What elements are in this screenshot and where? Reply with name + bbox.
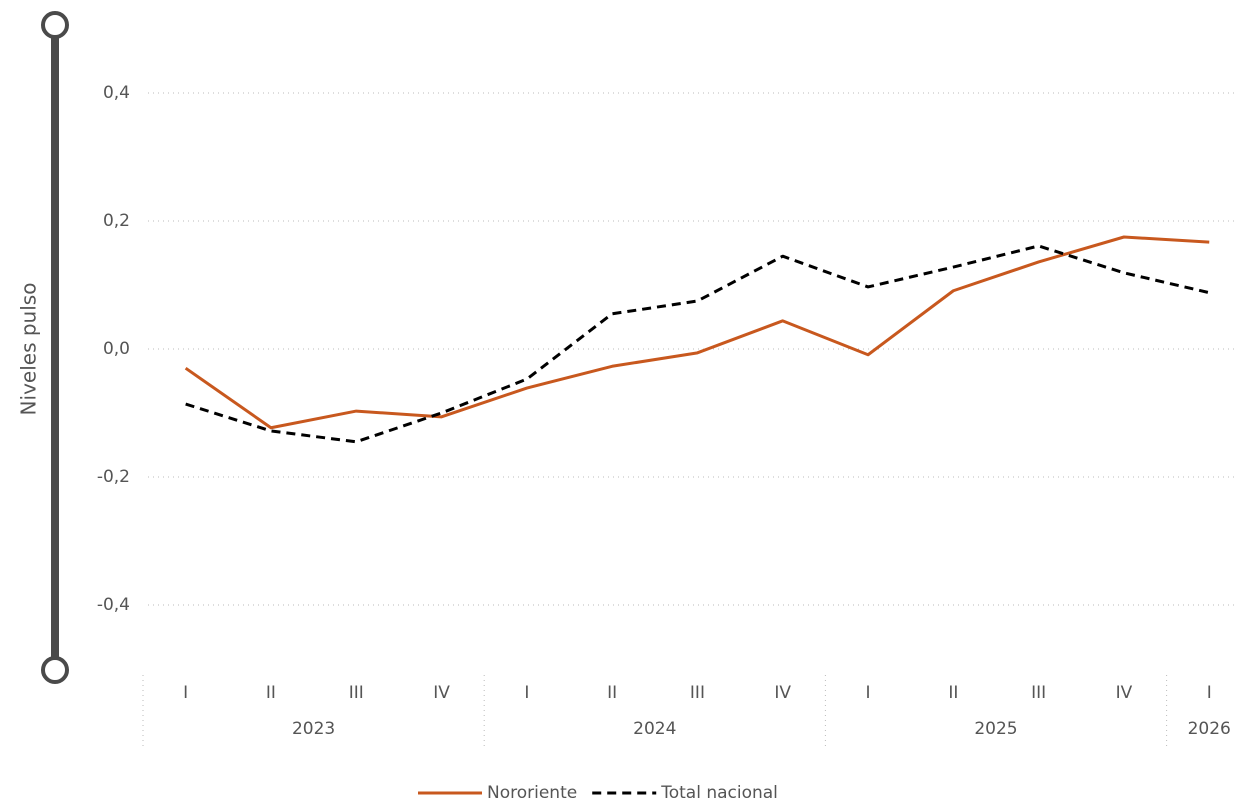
- x-tick-label: II: [948, 683, 958, 703]
- x-tick-label: III: [349, 683, 364, 703]
- series-line: [184, 235, 1210, 430]
- range-slider: [41, 11, 69, 684]
- x-group-label: 2025: [974, 719, 1017, 739]
- y-tick-label: 0,2: [103, 211, 130, 231]
- x-tick-label: III: [690, 683, 705, 703]
- x-group-label: 2023: [292, 719, 335, 739]
- legend-label: Nororiente: [487, 783, 577, 802]
- y-axis-label: Niveles pulso: [17, 283, 41, 416]
- x-tick-label: I: [1207, 683, 1212, 703]
- slider-track: [51, 27, 59, 669]
- x-tick-label: IV: [774, 683, 791, 703]
- legend-label: Total nacional: [660, 783, 778, 802]
- x-tick-label: IV: [1116, 683, 1133, 703]
- y-tick-label: -0,2: [97, 467, 130, 487]
- x-tick-label: I: [524, 683, 529, 703]
- x-group-label: 2026: [1188, 719, 1231, 739]
- x-tick-label: I: [183, 683, 188, 703]
- slider-handle[interactable]: [41, 656, 69, 684]
- y-tick-label: 0,0: [103, 339, 130, 359]
- x-tick-label: II: [607, 683, 617, 703]
- series-line: [185, 244, 1210, 444]
- x-tick-label: II: [266, 683, 276, 703]
- slider-handle[interactable]: [41, 11, 69, 39]
- y-tick-label: -0,4: [97, 595, 130, 615]
- x-tick-label: III: [1031, 683, 1046, 703]
- x-group-label: 2024: [633, 719, 676, 739]
- x-tick-label: I: [866, 683, 871, 703]
- x-tick-label: IV: [433, 683, 450, 703]
- y-tick-label: 0,4: [103, 83, 130, 103]
